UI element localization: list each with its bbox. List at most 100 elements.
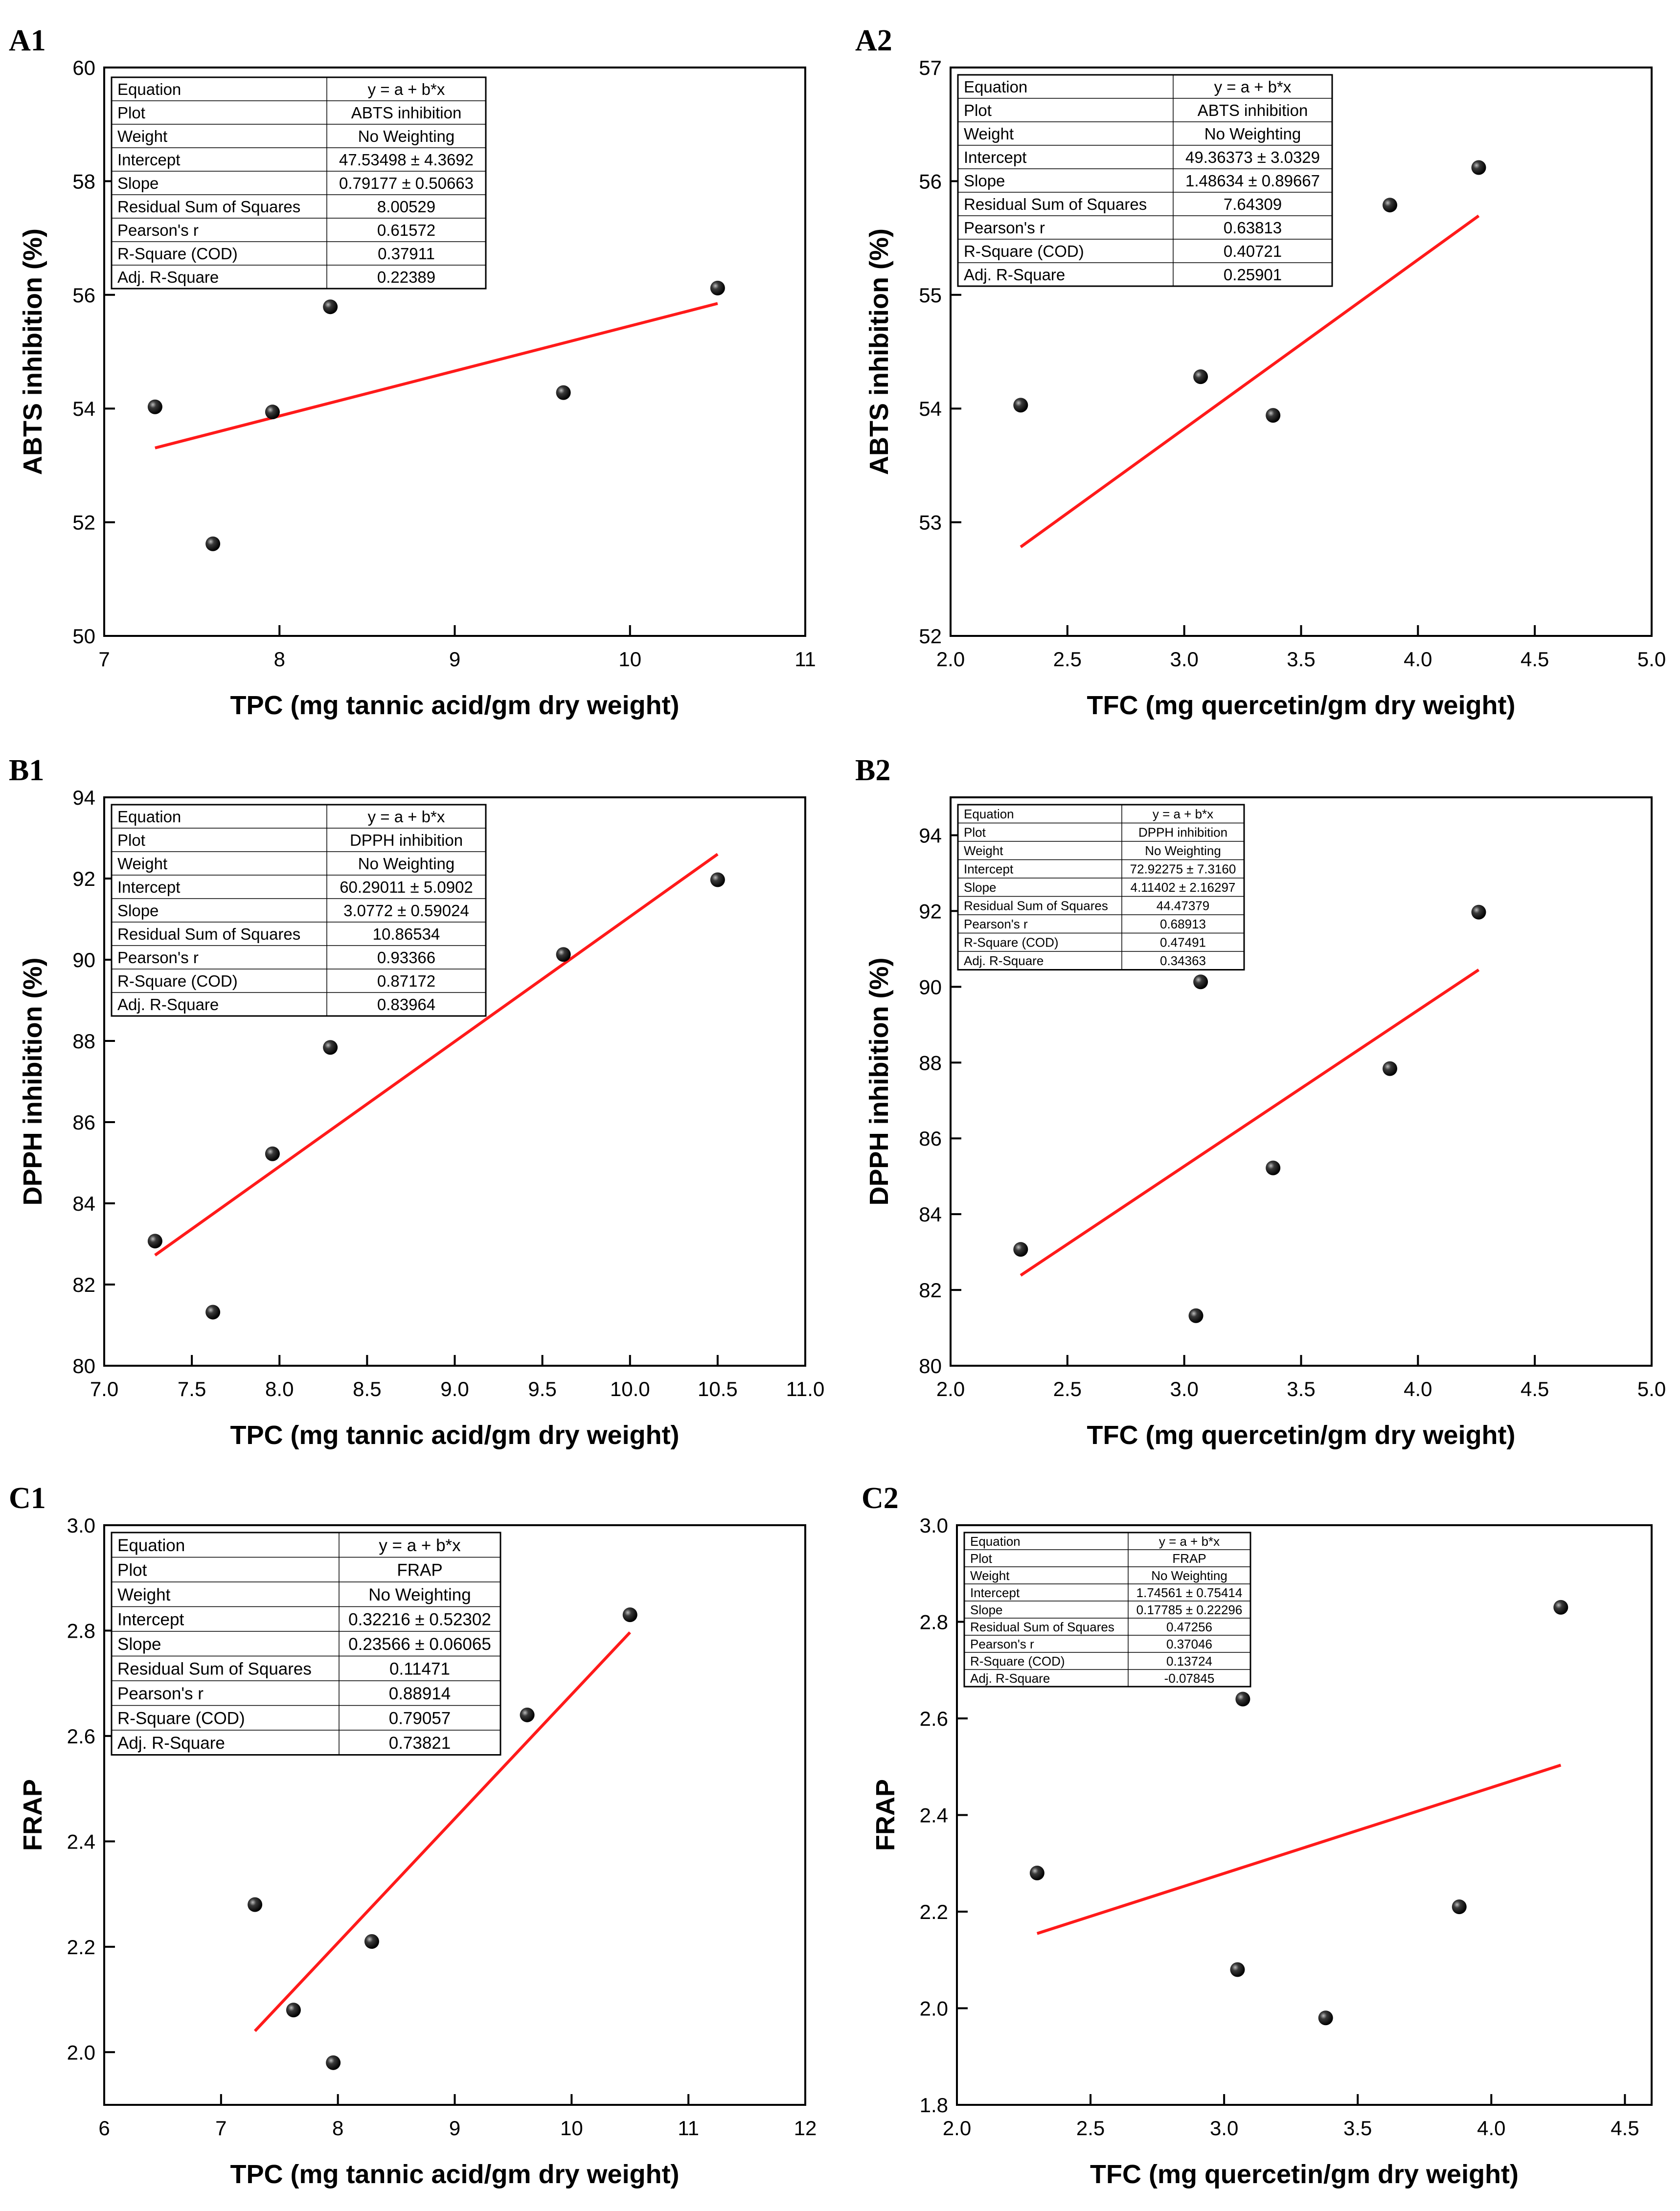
stats-value: DPPH inhibition (350, 831, 463, 849)
stats-value: y = a + b*x (368, 808, 445, 826)
stats-label: Adj. R-Square (964, 266, 1065, 284)
x-tick-label: 9 (449, 648, 460, 671)
regression-stats-table: Equation y = a + b*x Plot ABTS inhibition We… (957, 74, 1333, 287)
y-tick-label: 3.0 (67, 1514, 95, 1537)
regression-line (253, 1631, 631, 2032)
data-point (1266, 408, 1281, 423)
x-tick-label: 11 (678, 2117, 699, 2140)
data-point (147, 1234, 162, 1249)
stats-value: y = a + b*x (1214, 78, 1292, 96)
x-tick-label: 2.5 (1053, 648, 1082, 671)
y-tick-label: 54 (919, 397, 942, 420)
stats-label: Equation (117, 1536, 185, 1555)
stats-value: 0.63813 (1224, 219, 1282, 237)
data-point (1383, 1061, 1398, 1076)
data-point (323, 299, 338, 315)
x-tick-label: 3.5 (1287, 648, 1315, 671)
stats-value: ABTS inhibition (351, 104, 462, 122)
data-point (286, 2003, 301, 2018)
data-point (1553, 1600, 1568, 1615)
y-tick-label: 55 (919, 284, 942, 307)
stats-value: 4.11402 ± 2.16297 (1131, 880, 1236, 895)
data-point (205, 536, 221, 551)
y-axis-title: ABTS inhibition (%) (864, 228, 894, 475)
x-tick-label: 4.0 (1477, 2117, 1505, 2140)
x-tick-label: 8 (274, 648, 285, 671)
y-tick-label: 86 (919, 1127, 942, 1150)
y-tick-label: 3.0 (920, 1514, 948, 1537)
stats-value: FRAP (1172, 1551, 1206, 1566)
stats-value: No Weighting (358, 127, 455, 145)
x-tick-label: 4.5 (1611, 2117, 1639, 2140)
data-point (1230, 1962, 1245, 1977)
y-tick-label: 90 (919, 975, 942, 998)
stats-label: Residual Sum of Squares (970, 1620, 1114, 1634)
x-tick-label: 7.5 (178, 1377, 206, 1400)
data-point (1193, 974, 1208, 990)
y-tick-label: 58 (72, 170, 95, 193)
x-tick-label: 10.5 (698, 1377, 738, 1400)
y-tick-label: 54 (72, 397, 95, 420)
x-tick-label: 10 (560, 2117, 583, 2140)
y-tick-label: 2.0 (67, 2041, 95, 2064)
stats-label: Equation (117, 80, 181, 98)
stats-value: No Weighting (1204, 125, 1301, 143)
data-point (622, 1607, 637, 1623)
stats-label: R-Square (COD) (117, 1709, 245, 1728)
stats-value: 0.79177 ± 0.50663 (339, 174, 474, 192)
stats-label: Pearson's r (117, 1684, 204, 1703)
stats-value: 44.47379 (1157, 899, 1209, 913)
stats-label: Adj. R-Square (970, 1671, 1050, 1686)
stats-value: y = a + b*x (379, 1536, 461, 1555)
stats-value: DPPH inhibition (1138, 825, 1227, 840)
stats-value: 0.22389 (377, 268, 435, 286)
y-tick-label: 88 (919, 1051, 942, 1074)
data-point (1383, 198, 1398, 213)
stats-value: 0.73821 (389, 1734, 451, 1753)
data-point (1471, 904, 1486, 920)
x-tick-label: 7.0 (90, 1377, 118, 1400)
panel-label: B2 (855, 754, 890, 787)
y-tick-label: 92 (72, 867, 95, 890)
y-tick-label: 50 (72, 625, 95, 648)
stats-value: No Weighting (358, 855, 455, 873)
stats-label: Residual Sum of Squares (117, 198, 300, 216)
x-tick-label: 2.0 (936, 1377, 965, 1400)
y-tick-label: 86 (72, 1111, 95, 1134)
data-point (1193, 369, 1208, 384)
y-tick-label: 2.4 (67, 1830, 95, 1853)
stats-label: Plot (970, 1551, 993, 1566)
x-axis-title: TPC (mg tannic acid/gm dry weight) (230, 691, 679, 720)
stats-label: Plot (117, 1560, 147, 1579)
x-tick-label: 11 (795, 648, 816, 671)
x-tick-label: 12 (794, 2117, 817, 2140)
x-tick-label: 3.5 (1287, 1377, 1315, 1400)
x-tick-label: 10 (618, 648, 641, 671)
stats-label: Weight (970, 1568, 1010, 1583)
stats-label: Pearson's r (970, 1637, 1034, 1651)
stats-value: 60.29011 ± 5.0902 (340, 878, 473, 896)
stats-label: Weight (117, 127, 167, 145)
y-tick-label: 90 (72, 948, 95, 971)
data-point (1029, 1866, 1044, 1880)
stats-value: 0.17785 ± 0.22296 (1136, 1602, 1243, 1617)
stats-value: 0.93366 (377, 948, 435, 967)
data-point (205, 1305, 221, 1320)
y-tick-label: 2.4 (920, 1804, 948, 1827)
data-point (1235, 1692, 1250, 1707)
stats-label: Intercept (964, 148, 1026, 166)
x-axis-title: TPC (mg tannic acid/gm dry weight) (230, 1421, 679, 1450)
x-tick-label: 3.0 (1210, 2117, 1238, 2140)
stats-value: 0.87172 (377, 972, 435, 990)
data-point (248, 1897, 263, 1912)
x-tick-label: 4.0 (1404, 648, 1432, 671)
data-point (556, 947, 571, 962)
y-tick-label: 56 (72, 284, 95, 307)
panel-label: C1 (9, 1482, 46, 1515)
stats-label: Equation (117, 808, 181, 826)
data-point (1452, 1899, 1467, 1915)
panel-label: A1 (9, 24, 46, 57)
stats-value: -0.07845 (1164, 1671, 1215, 1686)
x-tick-label: 2.0 (936, 648, 965, 671)
chart-panel-b1: B1 7.0 7.5 8.0 8.5 9.0 9.5 10.0 10.5 11.0 80 82 84 86… (9, 754, 824, 1450)
